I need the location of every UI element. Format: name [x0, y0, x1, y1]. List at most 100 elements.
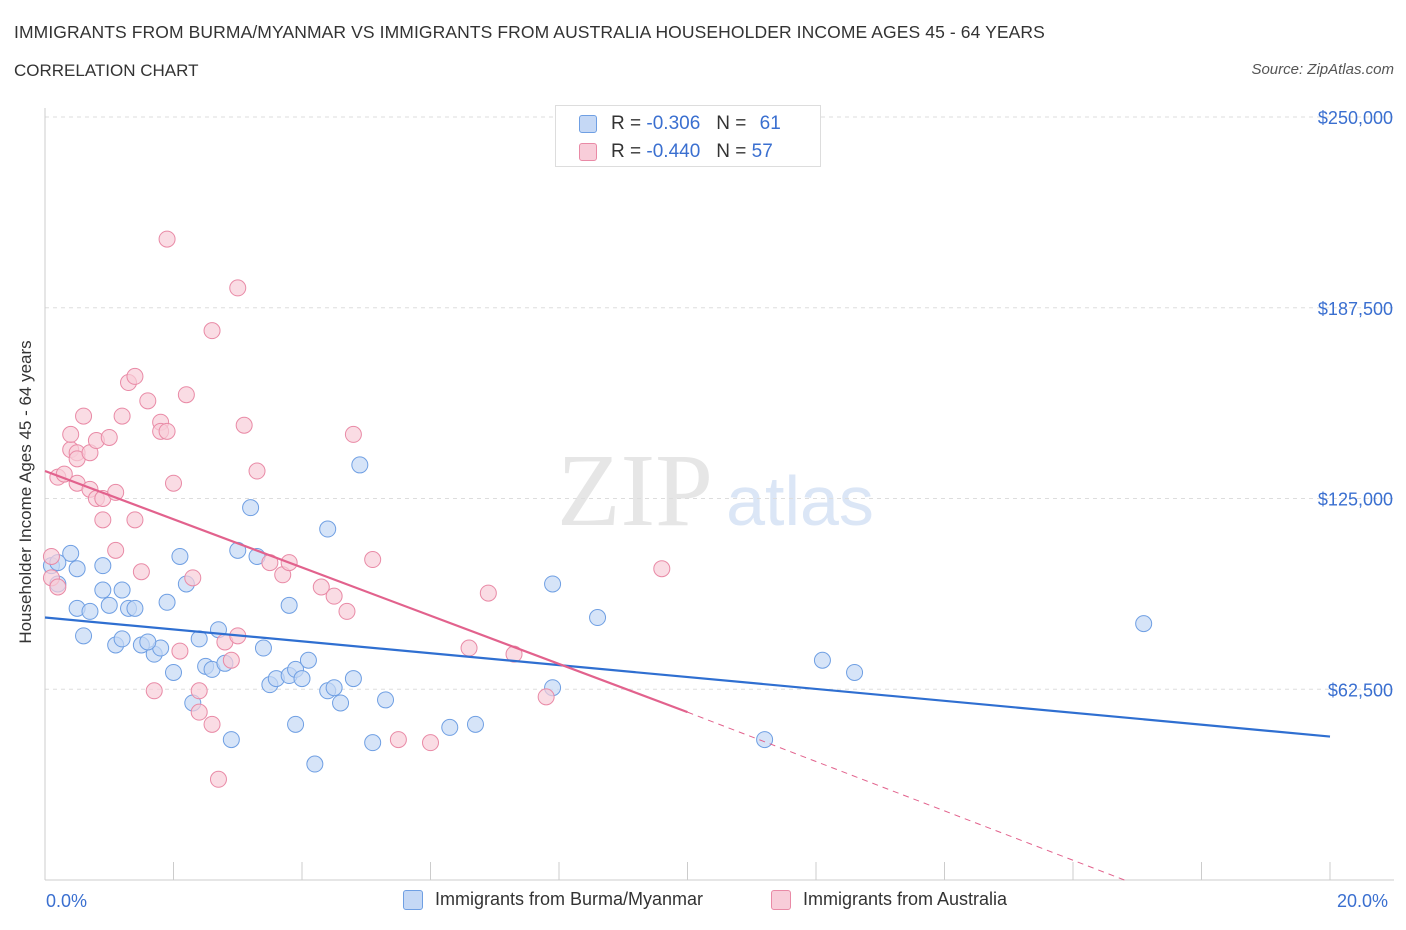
australia-point: [94, 511, 112, 529]
y-tick-label: $125,000: [1318, 490, 1393, 510]
australia-point: [100, 428, 118, 446]
burma-point: [813, 651, 831, 669]
burma-point: [1135, 615, 1153, 633]
australia-point: [126, 511, 144, 529]
y-tick-label: $62,500: [1328, 680, 1393, 700]
axes: [44, 108, 1394, 881]
trend-lines: [44, 470, 1331, 881]
stats-legend-row-australia: R = -0.440 N = 57: [579, 141, 773, 163]
australia-point: [184, 569, 202, 587]
australia-point: [479, 584, 497, 602]
burma-point: [756, 731, 774, 749]
burma-point: [94, 557, 112, 575]
burma-point: [319, 520, 337, 538]
australia-point: [42, 547, 60, 565]
burma-point: [332, 694, 350, 712]
y-axis-label: Householder Income Ages 45 - 64 years: [16, 340, 35, 644]
burma-point: [81, 602, 99, 620]
legend-label-australia: Immigrants from Australia: [803, 889, 1008, 909]
burma-point: [306, 755, 324, 773]
burma-point: [165, 663, 182, 681]
australia-point: [222, 651, 240, 669]
legend-label-burma: Immigrants from Burma/Myanmar: [435, 889, 704, 909]
australia-point: [203, 715, 221, 733]
australia-point: [62, 425, 80, 443]
australia-point: [460, 639, 478, 657]
australia-point: [107, 541, 125, 559]
australia-trend-line: [44, 470, 688, 714]
australia-point: [235, 416, 253, 434]
watermark-atlas: atlas: [726, 462, 874, 540]
australia-point: [389, 731, 407, 749]
australia-point: [364, 551, 382, 569]
watermark-zip: ZIP: [557, 433, 713, 548]
r-label: R =: [611, 141, 642, 162]
burma-point: [846, 663, 864, 681]
burma-point: [222, 731, 240, 749]
australia-point: [312, 578, 330, 596]
burma-point: [364, 734, 382, 752]
australia-point: [203, 322, 221, 340]
australia-point: [344, 425, 362, 443]
australia-point: [190, 682, 208, 700]
burma-point: [158, 593, 176, 611]
legend-swatch-australia: [771, 889, 791, 910]
australia-point: [338, 602, 356, 620]
legend-item-australia: Immigrants from Australia: [771, 889, 1007, 910]
australia-point: [537, 688, 555, 706]
burma-point: [299, 651, 317, 669]
australia-point: [325, 587, 343, 605]
burma-point: [280, 596, 298, 614]
burma-point: [325, 679, 343, 697]
burma-point: [113, 581, 131, 599]
y-tick-label: $187,500: [1318, 299, 1393, 319]
australia-trend-extension: [687, 711, 1125, 881]
n-value: 61: [759, 113, 781, 134]
source-label: Source: ZipAtlas.com: [1251, 61, 1394, 78]
australia-point: [158, 230, 176, 248]
r-value: -0.306: [646, 113, 701, 134]
grid-lines: [45, 116, 1394, 690]
burma-point: [68, 560, 86, 578]
australia-point: [126, 367, 144, 385]
australia-point: [145, 682, 163, 700]
burma-point: [171, 547, 189, 565]
australia-point: [209, 770, 227, 788]
burma-point: [100, 596, 118, 614]
y-tick-label: $250,000: [1318, 108, 1393, 128]
chart-subtitle: CORRELATION CHART: [14, 61, 199, 80]
australia-point: [177, 386, 195, 404]
australia-point: [139, 392, 157, 410]
burma-trend-line: [44, 616, 1331, 738]
x-tick-label-min: 0.0%: [46, 891, 88, 911]
burma-point: [94, 581, 112, 599]
n-label: N =: [716, 113, 747, 134]
australia-point: [113, 407, 131, 425]
australia-point: [171, 642, 189, 660]
burma-point: [466, 715, 484, 733]
australia-point: [55, 465, 73, 483]
burma-swatch: [579, 115, 597, 133]
australia-point: [248, 462, 266, 480]
burma-point: [287, 715, 305, 733]
burma-point: [139, 633, 157, 651]
australia-point: [158, 422, 176, 440]
chart-title: IMMIGRANTS FROM BURMA/MYANMAR VS IMMIGRA…: [14, 22, 1045, 42]
australia-point: [75, 407, 93, 425]
burma-point: [544, 575, 562, 593]
burma-point: [344, 670, 362, 688]
n-value: 57: [751, 141, 773, 162]
burma-point: [377, 691, 395, 709]
y-tick-labels: $62,500 $125,000 $187,500 $250,000: [1318, 108, 1393, 700]
stats-legend-row-burma: R = -0.306 N = 61: [579, 113, 781, 135]
australia-swatch: [579, 143, 597, 161]
burma-point: [254, 639, 272, 657]
burma-point: [62, 544, 80, 562]
stats-legend: R = -0.306 N = 61 R = -0.440 N = 57: [555, 105, 821, 167]
burma-point: [113, 630, 131, 648]
r-label: R =: [611, 113, 642, 134]
burma-point: [351, 456, 369, 474]
australia-point: [49, 578, 67, 596]
n-label: N =: [716, 141, 747, 162]
